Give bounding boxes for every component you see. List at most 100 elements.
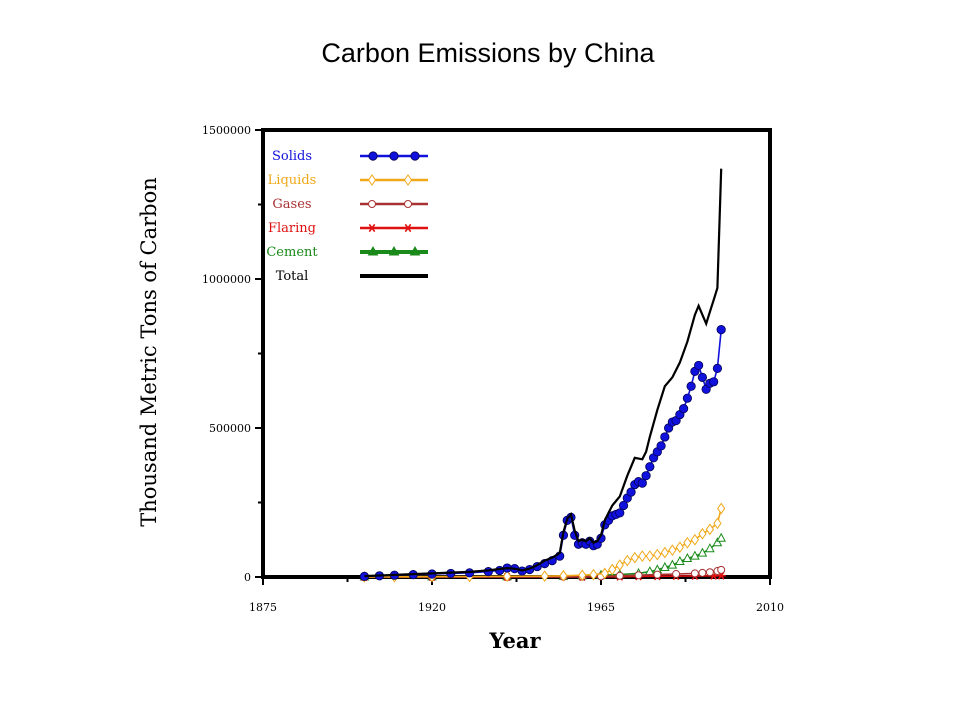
page-title: Carbon Emissions by China [321,38,655,68]
data-point [368,200,376,208]
data-point [686,381,696,391]
data-point [717,565,726,574]
data-point [403,174,413,186]
data-point [716,532,727,542]
data-point [578,569,587,582]
data-point [589,568,598,581]
data-point [682,552,693,563]
data-point [641,471,651,481]
legend-label: Solids [272,149,312,164]
data-point [645,550,654,563]
data-point [717,502,726,515]
plot-frame [261,128,772,579]
data-point [682,393,692,403]
data-point [626,487,636,497]
data-point [698,527,707,540]
data-point [403,223,413,233]
data-point [559,569,568,582]
data-point [645,462,655,472]
data-point [540,570,549,582]
y-tick-label: 1500000 [202,124,251,137]
data-point [638,550,647,563]
data-point [705,543,715,553]
data-point [712,363,723,373]
x-tick-label: 1920 [418,601,446,614]
legend-item-total: Total [276,269,428,284]
data-point [705,523,715,536]
data-point [503,570,512,583]
data-point [672,570,681,579]
data-point [712,537,723,547]
legend-item-liquids: Liquids [268,173,428,188]
data-point [667,559,678,569]
data-point [660,546,669,559]
data-point [660,432,670,442]
data-point [637,478,647,488]
legend: Solids Liquids Gases Flaring Cement Total [266,149,428,284]
legend-label: Total [276,269,309,284]
data-point [623,554,632,567]
data-point [388,245,400,256]
legend-item-flaring: Flaring [268,221,428,236]
legend-label: Gases [272,197,311,212]
series-line-total [364,168,723,578]
data-point [368,151,378,161]
y-tick-label: 0 [244,571,251,584]
series-liquids [360,502,726,583]
data-point [697,547,708,557]
x-axis-label: Year [488,628,541,653]
data-point [634,571,643,580]
data-point [697,372,708,382]
legend-item-gases: Gases [272,197,428,212]
series-solids [359,325,726,582]
data-point [675,555,685,566]
data-point [709,377,719,387]
series-line-solids [364,329,722,578]
data-point [608,563,617,576]
data-point [690,533,699,546]
legend-label: Cement [266,245,318,260]
x-tick-label: 2010 [756,601,784,614]
data-point [679,404,689,414]
data-point [653,570,662,579]
y-axis-label: Thousand Metric Tons of Carbon [137,177,161,527]
data-point [389,151,399,161]
series-line-cement [364,537,722,578]
legend-item-cement: Cement [266,245,428,260]
data-point [698,568,707,577]
x-tick-label: 1875 [249,601,277,614]
data-point [713,517,722,530]
data-point [690,550,700,560]
data-point [683,536,692,549]
data-point [615,571,624,580]
data-point [618,500,629,511]
data-point [367,174,377,186]
legend-label: Flaring [268,221,316,236]
data-point [690,569,699,578]
data-point [694,360,704,371]
data-point [404,200,412,208]
y-tick-label: 1000000 [202,273,251,286]
data-point [668,544,677,557]
data-point [615,508,625,518]
data-point [705,568,714,577]
x-tick-label: 1965 [587,601,615,614]
data-point [615,559,624,571]
legend-label: Liquids [268,173,317,188]
legend-item-solids: Solids [272,149,428,164]
y-tick-label: 500000 [209,422,251,435]
series-total [364,168,723,578]
data-point [656,441,666,451]
data-point [716,325,726,335]
data-point [367,223,377,233]
plot-layer: 0 500000 1000000 1500000 1875 1920 1965 2010 Sol… [202,124,784,614]
data-point [630,551,639,564]
data-point [675,541,684,554]
data-point [409,245,421,256]
data-point [600,567,609,580]
data-point [653,548,662,561]
data-point [660,561,670,571]
data-point [367,245,379,256]
data-point [410,151,420,161]
